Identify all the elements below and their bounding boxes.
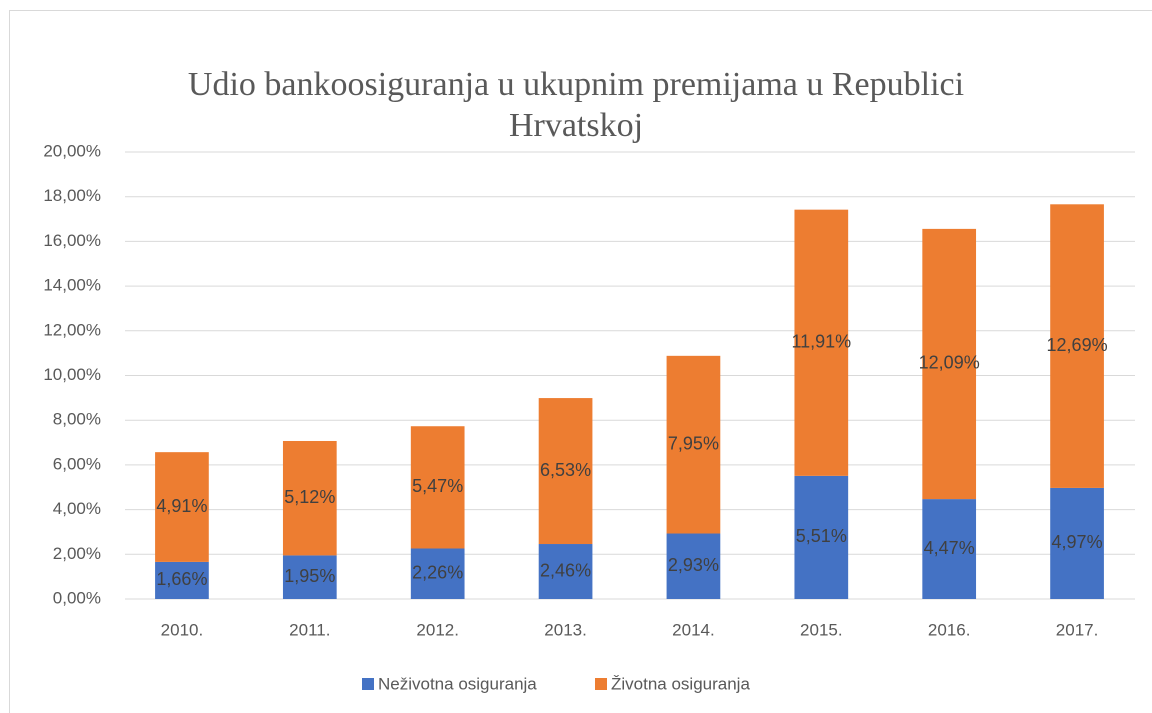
bar-segment <box>666 533 721 599</box>
bar-segment <box>1050 204 1104 488</box>
legend-label: Neživotna osiguranja <box>378 674 537 693</box>
data-label: 4,97% <box>1052 532 1103 552</box>
bar-segment <box>155 561 209 599</box>
y-tick-label: 8,00% <box>53 410 101 429</box>
data-label: 1,66% <box>156 569 207 589</box>
y-tick-label: 0,00% <box>53 588 101 607</box>
bar-segment <box>282 555 337 599</box>
y-tick-label: 16,00% <box>43 231 101 250</box>
bar-segment <box>922 228 977 500</box>
x-tick-label: 2017. <box>1056 620 1099 639</box>
data-label: 12,69% <box>1047 335 1108 355</box>
bar-segment <box>794 475 849 599</box>
data-label: 6,53% <box>540 460 591 480</box>
data-label: 4,47% <box>924 538 975 558</box>
data-label: 2,26% <box>412 562 463 582</box>
y-tick-label: 10,00% <box>43 365 101 384</box>
data-label: 1,95% <box>284 566 335 586</box>
y-tick-label: 2,00% <box>53 544 101 563</box>
bar-segment <box>282 440 337 556</box>
bar-segment <box>538 544 593 599</box>
data-label: 2,46% <box>540 560 591 580</box>
bar-segment <box>922 499 977 599</box>
bar-segment <box>538 398 593 545</box>
data-label: 5,51% <box>796 526 847 546</box>
x-tick-label: 2015. <box>800 620 843 639</box>
legend-label: Životna osiguranja <box>611 674 750 693</box>
data-label: 5,12% <box>284 487 335 507</box>
data-label: 7,95% <box>668 433 719 453</box>
legend-swatch <box>362 678 374 690</box>
x-tick-label: 2010. <box>161 620 204 639</box>
y-tick-label: 18,00% <box>43 186 101 205</box>
x-tick-label: 2014. <box>672 620 715 639</box>
chart-title: Udio bankoosiguranja u ukupnim premijama… <box>187 66 965 144</box>
x-tick-label: 2011. <box>289 620 330 639</box>
data-label: 2,93% <box>668 555 719 575</box>
y-tick-label: 4,00% <box>53 499 101 518</box>
bar-segment <box>155 452 209 562</box>
data-label: 5,47% <box>412 476 463 496</box>
data-label: 12,09% <box>919 353 980 373</box>
y-tick-label: 6,00% <box>53 454 101 473</box>
data-label: 4,91% <box>156 496 207 516</box>
y-tick-label: 14,00% <box>43 276 101 295</box>
bar-segment <box>410 548 465 599</box>
x-tick-label: 2013. <box>544 620 587 639</box>
x-tick-label: 2012. <box>416 620 459 639</box>
legend-swatch <box>595 678 607 690</box>
y-tick-label: 20,00% <box>43 141 101 160</box>
data-label: 11,91% <box>791 332 851 352</box>
y-tick-label: 12,00% <box>43 320 101 339</box>
bar-segment <box>794 209 849 476</box>
x-tick-label: 2016. <box>928 620 971 639</box>
bar-segment <box>1050 487 1104 599</box>
bar-segment <box>410 426 465 549</box>
bar-segment <box>666 355 721 534</box>
chart-border <box>9 10 1152 713</box>
